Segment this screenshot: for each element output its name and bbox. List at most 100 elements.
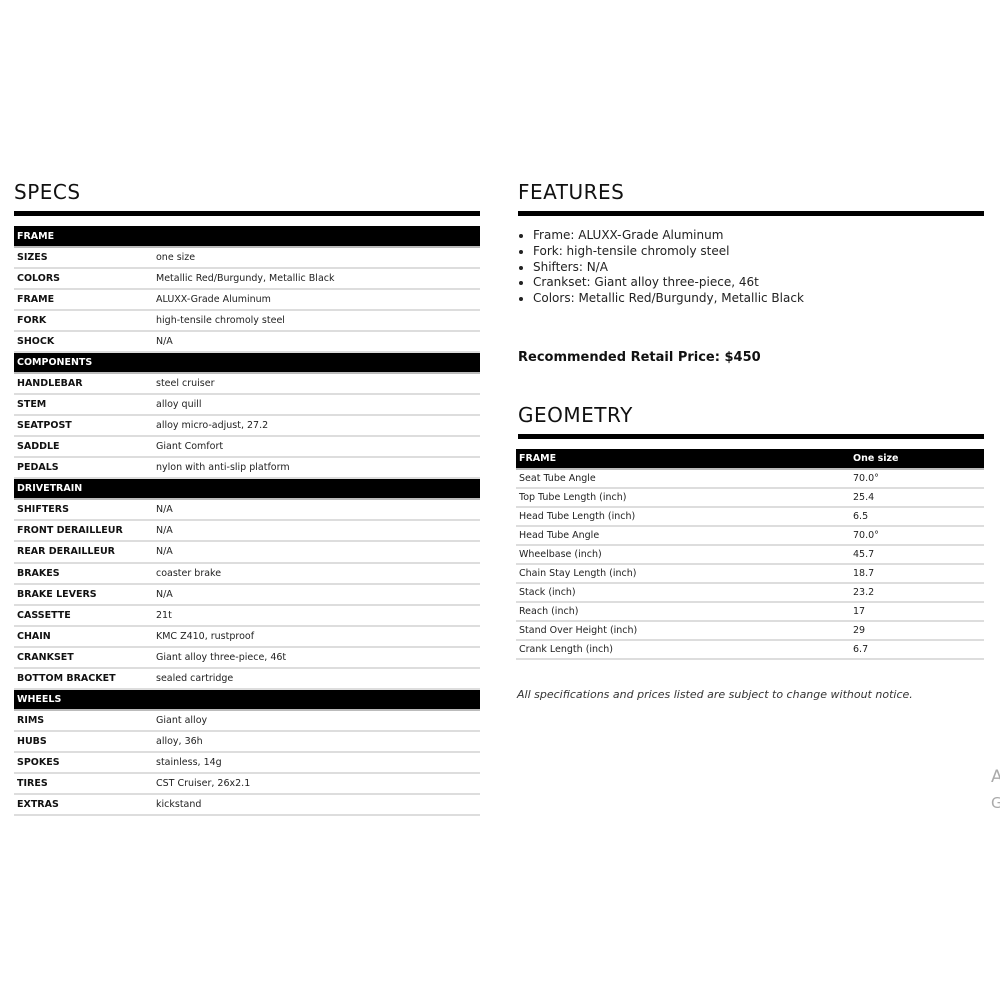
table-row: SPOKES stainless, 14g xyxy=(14,751,480,774)
geometry-label: Chain Stay Length (inch) xyxy=(516,564,850,584)
geometry-label: Reach (inch) xyxy=(516,602,850,622)
geometry-table: FRAME One size Seat Tube Angle 70.0° Top Tub… xyxy=(516,449,984,660)
spec-value: N/A xyxy=(153,541,480,564)
geometry-label: Top Tube Length (inch) xyxy=(516,488,850,508)
spec-label: SPOKES xyxy=(14,751,153,774)
feature-item: Colors: Metallic Red/Burgundy, Metallic … xyxy=(533,291,804,307)
spec-label: HANDLEBAR xyxy=(14,373,153,396)
spec-label: CASSETTE xyxy=(14,604,153,627)
spec-value: KMC Z410, rustproof xyxy=(153,625,480,648)
features-title: FEATURES xyxy=(518,180,625,204)
header-size: One size xyxy=(850,449,984,470)
table-row: Reach (inch) 17 xyxy=(516,602,984,622)
table-row: SADDLE Giant Comfort xyxy=(14,436,480,459)
spec-label: BOTTOM BRACKET xyxy=(14,667,153,690)
table-row: FRONT DERAILLEUR N/A xyxy=(14,520,480,543)
specs-rule xyxy=(14,211,480,216)
spec-value: alloy, 36h xyxy=(153,730,480,753)
geometry-label: Crank Length (inch) xyxy=(516,640,850,660)
disclaimer-note: All specifications and prices listed are… xyxy=(517,688,913,701)
spec-value: high-tensile chromoly steel xyxy=(153,310,480,333)
table-row: SEATPOST alloy micro-adjust, 27.2 xyxy=(14,415,480,438)
geometry-value: 23.2 xyxy=(850,583,984,603)
geometry-value: 45.7 xyxy=(850,545,984,565)
spec-value: N/A xyxy=(153,331,480,354)
spec-label: FRONT DERAILLEUR xyxy=(14,520,153,543)
geometry-rule xyxy=(518,434,984,439)
spec-label: FORK xyxy=(14,310,153,333)
spec-label: SIZES xyxy=(14,247,153,270)
geometry-label: Wheelbase (inch) xyxy=(516,545,850,565)
table-row: STEM alloy quill xyxy=(14,394,480,417)
spec-value: nylon with anti-slip platform xyxy=(153,457,480,480)
table-row: Head Tube Angle 70.0° xyxy=(516,526,984,546)
table-row: CASSETTE 21t xyxy=(14,604,480,627)
spec-value: 21t xyxy=(153,604,480,627)
spec-label: COLORS xyxy=(14,268,153,291)
spec-value: steel cruiser xyxy=(153,373,480,396)
specs-table: FRAME SIZES one size COLORS Metallic Red/Bur… xyxy=(14,226,480,816)
table-row: Stack (inch) 23.2 xyxy=(516,583,984,603)
geometry-value: 70.0° xyxy=(850,526,984,546)
spec-value: kickstand xyxy=(153,793,480,816)
spec-label: STEM xyxy=(14,394,153,417)
geometry-label: Head Tube Length (inch) xyxy=(516,507,850,527)
geometry-label: Stand Over Height (inch) xyxy=(516,621,850,641)
retail-price: Recommended Retail Price: $450 xyxy=(518,350,761,365)
table-row: Crank Length (inch) 6.7 xyxy=(516,640,984,660)
table-row: Stand Over Height (inch) 29 xyxy=(516,621,984,641)
section-header: WHEELS xyxy=(14,688,480,711)
section-header-row: FRAME xyxy=(14,226,480,249)
feature-item: Shifters: N/A xyxy=(533,260,804,276)
table-row: SIZES one size xyxy=(14,247,480,270)
spec-value: ALUXX-Grade Aluminum xyxy=(153,289,480,312)
geometry-title: GEOMETRY xyxy=(518,403,633,427)
spec-label: FRAME xyxy=(14,289,153,312)
geometry-value: 29 xyxy=(850,621,984,641)
geometry-value: 25.4 xyxy=(850,488,984,508)
table-row: FRAME ALUXX-Grade Aluminum xyxy=(14,289,480,312)
spec-label: RIMS xyxy=(14,709,153,732)
table-row: BOTTOM BRACKET sealed cartridge xyxy=(14,667,480,690)
table-row: BRAKE LEVERS N/A xyxy=(14,583,480,606)
spec-value: alloy micro-adjust, 27.2 xyxy=(153,415,480,438)
table-row: Wheelbase (inch) 45.7 xyxy=(516,545,984,565)
spec-label: BRAKE LEVERS xyxy=(14,583,153,606)
table-row: HANDLEBAR steel cruiser xyxy=(14,373,480,396)
watermark-text: A xyxy=(991,767,1000,787)
geometry-header-row: FRAME One size xyxy=(516,449,984,470)
geometry-value: 70.0° xyxy=(850,469,984,489)
spec-label: BRAKES xyxy=(14,562,153,585)
header-frame: FRAME xyxy=(516,449,850,470)
features-rule xyxy=(518,211,984,216)
table-row: SHOCK N/A xyxy=(14,331,480,354)
spec-label: SEATPOST xyxy=(14,415,153,438)
section-header-row: COMPONENTS xyxy=(14,352,480,375)
spec-label: CHAIN xyxy=(14,625,153,648)
spec-label: CRANKSET xyxy=(14,646,153,669)
table-row: REAR DERAILLEUR N/A xyxy=(14,541,480,564)
geometry-value: 18.7 xyxy=(850,564,984,584)
table-row: FORK high-tensile chromoly steel xyxy=(14,310,480,333)
spec-value: CST Cruiser, 26x2.1 xyxy=(153,772,480,795)
spec-label: TIRES xyxy=(14,772,153,795)
spec-value: Giant alloy xyxy=(153,709,480,732)
spec-value: N/A xyxy=(153,520,480,543)
table-row: COLORS Metallic Red/Burgundy, Metallic Bl… xyxy=(14,268,480,291)
geometry-label: Head Tube Angle xyxy=(516,526,850,546)
table-row: Chain Stay Length (inch) 18.7 xyxy=(516,564,984,584)
spec-value: Giant Comfort xyxy=(153,436,480,459)
feature-item: Crankset: Giant alloy three-piece, 46t xyxy=(533,275,804,291)
geometry-value: 6.7 xyxy=(850,640,984,660)
section-header-row: WHEELS xyxy=(14,688,480,711)
table-row: EXTRAS kickstand xyxy=(14,793,480,816)
watermark-text: G xyxy=(991,794,1000,812)
spec-label: PEDALS xyxy=(14,457,153,480)
table-row: BRAKES coaster brake xyxy=(14,562,480,585)
table-row: TIRES CST Cruiser, 26x2.1 xyxy=(14,772,480,795)
spec-label: REAR DERAILLEUR xyxy=(14,541,153,564)
spec-value: Giant alloy three-piece, 46t xyxy=(153,646,480,669)
section-header: FRAME xyxy=(14,226,480,249)
features-list: Frame: ALUXX-Grade Aluminum Fork: high-t… xyxy=(533,228,804,307)
spec-label: HUBS xyxy=(14,730,153,753)
